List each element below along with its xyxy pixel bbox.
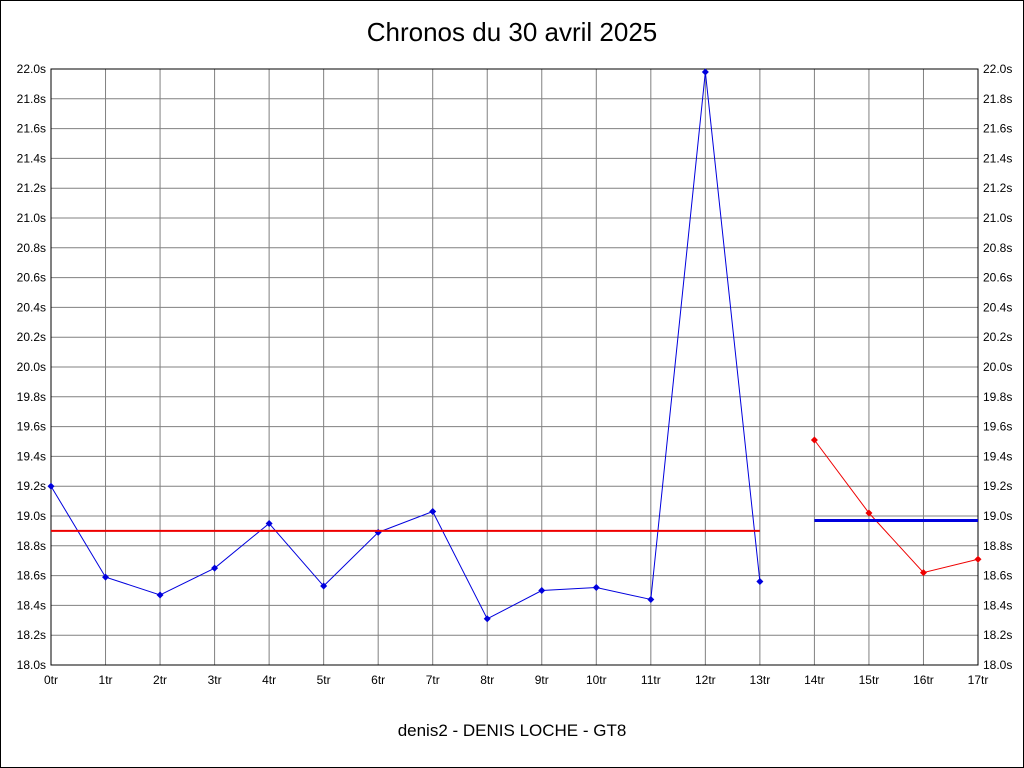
y-tick-label-right: 21.6s	[983, 122, 1012, 136]
y-tick-label-right: 20.8s	[983, 241, 1012, 255]
y-tick-label-right: 21.0s	[983, 211, 1012, 225]
y-tick-label-right: 19.8s	[983, 390, 1012, 404]
x-tick-label: 8tr	[480, 673, 494, 687]
x-tick-label: 17tr	[968, 673, 989, 687]
data-point	[810, 436, 818, 444]
data-point	[102, 573, 110, 581]
chart-caption: denis2 - DENIS LOCHE - GT8	[397, 721, 627, 740]
y-tick-label-right: 19.6s	[983, 420, 1012, 434]
x-tick-label: 16tr	[913, 673, 934, 687]
x-tick-label: 4tr	[262, 673, 276, 687]
x-tick-label: 1tr	[99, 673, 113, 687]
y-tick-label-left: 21.0s	[17, 211, 46, 225]
data-point	[211, 564, 219, 572]
data-point	[919, 569, 927, 577]
y-tick-label-left: 19.8s	[17, 390, 46, 404]
y-tick-label-right: 19.2s	[983, 479, 1012, 493]
y-tick-label-right: 18.2s	[983, 628, 1012, 642]
y-tick-label-right: 20.4s	[983, 300, 1012, 314]
x-tick-label: 0tr	[44, 673, 58, 687]
x-tick-label: 3tr	[208, 673, 222, 687]
y-tick-label-left: 18.0s	[17, 658, 46, 672]
y-tick-label-right: 21.4s	[983, 151, 1012, 165]
y-tick-label-right: 19.4s	[983, 449, 1012, 463]
y-tick-label-left: 20.4s	[17, 300, 46, 314]
chart-canvas: 18.0s 18.0s 18.2s 18.2s 18.4s 18.4s 18.6s 18.6s…	[17, 62, 1013, 687]
data-point	[756, 578, 764, 586]
y-tick-label-right: 18.6s	[983, 569, 1012, 583]
x-tick-label: 11tr	[641, 673, 661, 687]
y-tick-label-left: 18.2s	[17, 628, 46, 642]
x-tick-label: 2tr	[153, 673, 167, 687]
y-tick-label-left: 21.8s	[17, 92, 46, 106]
y-tick-label-right: 21.8s	[983, 92, 1012, 106]
y-tick-label-right: 20.2s	[983, 330, 1012, 344]
y-tick-label-left: 19.2s	[17, 479, 46, 493]
data-point	[47, 482, 55, 490]
y-tick-label-left: 21.4s	[17, 151, 46, 165]
series-chronos-rouges	[814, 439, 979, 574]
y-tick-label-left: 18.8s	[17, 539, 46, 553]
y-tick-label-left: 20.6s	[17, 271, 46, 285]
y-tick-label-right: 20.6s	[983, 271, 1012, 285]
y-tick-label-left: 18.4s	[17, 598, 46, 612]
data-point	[429, 508, 437, 516]
x-tick-label: 7tr	[426, 673, 440, 687]
y-tick-label-left: 21.6s	[17, 122, 46, 136]
y-tick-label-right: 22.0s	[983, 62, 1012, 76]
x-tick-label: 10tr	[586, 673, 607, 687]
y-tick-label-right: 19.0s	[983, 509, 1012, 523]
data-point	[974, 555, 982, 563]
x-tick-label: 15tr	[859, 673, 880, 687]
series-chronos-bleus	[50, 71, 761, 620]
y-tick-label-left: 20.2s	[17, 330, 46, 344]
y-tick-label-left: 19.4s	[17, 449, 46, 463]
x-tick-label: 12tr	[695, 673, 716, 687]
x-tick-label: 6tr	[371, 673, 385, 687]
x-tick-label: 13tr	[750, 673, 771, 687]
y-tick-label-right: 18.8s	[983, 539, 1012, 553]
data-point	[320, 582, 328, 590]
x-tick-label: 5tr	[317, 673, 331, 687]
y-tick-label-right: 21.2s	[983, 181, 1012, 195]
y-tick-label-right: 18.0s	[983, 658, 1012, 672]
data-point	[865, 509, 873, 517]
chart-title: Chronos du 30 avril 2025	[366, 17, 658, 47]
x-tick-label: 9tr	[535, 673, 549, 687]
y-tick-label-left: 21.2s	[17, 181, 46, 195]
data-point	[156, 591, 164, 599]
data-point	[265, 519, 273, 527]
y-tick-label-left: 22.0s	[17, 62, 46, 76]
y-tick-label-left: 20.8s	[17, 241, 46, 255]
y-tick-label-right: 20.0s	[983, 360, 1012, 374]
x-tick-label: 14tr	[804, 673, 825, 687]
y-tick-label-right: 18.4s	[983, 598, 1012, 612]
data-point	[483, 615, 491, 623]
y-tick-label-left: 20.0s	[17, 360, 46, 374]
y-tick-label-left: 19.6s	[17, 420, 46, 434]
data-point	[647, 595, 655, 603]
data-point	[701, 68, 709, 76]
data-point	[592, 584, 600, 592]
data-point	[538, 587, 546, 594]
y-tick-label-left: 18.6s	[17, 569, 46, 583]
y-tick-label-left: 19.0s	[17, 509, 46, 523]
plot-border	[50, 68, 979, 666]
